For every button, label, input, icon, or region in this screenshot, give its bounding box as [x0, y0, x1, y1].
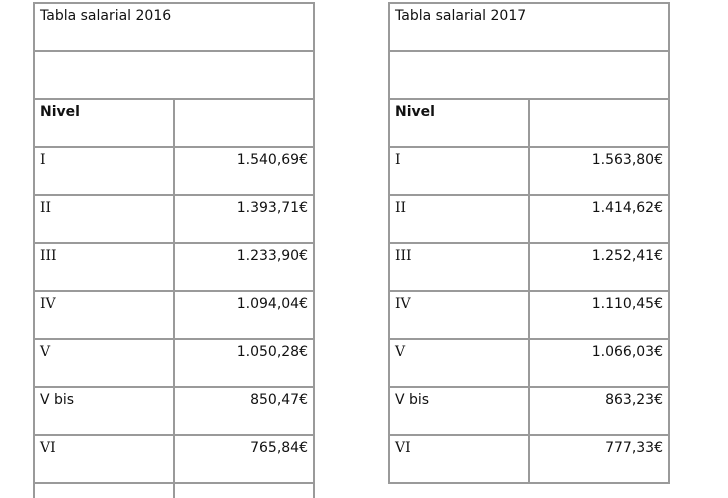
table-row: IV 1.094,04€ [33, 290, 315, 340]
header-row: Nivel [33, 98, 315, 148]
level-cell: I [33, 146, 175, 196]
level-cell: II [388, 194, 530, 244]
salary-table-2016: Tabla salarial 2016 Nivel I 1.540,69€ II 1.39… [33, 2, 315, 498]
level-cell: I [388, 146, 530, 196]
level-cell: IV [33, 290, 175, 340]
table-title: Tabla salarial 2017 [388, 2, 670, 52]
salary-cell: 863,23€ [528, 386, 670, 436]
header-row: Nivel [388, 98, 670, 148]
salary-cell: 1.094,04€ [173, 290, 315, 340]
level-cell: IV [388, 290, 530, 340]
table-row: VI 765,84€ [33, 434, 315, 484]
salary-cell: 850,47€ [173, 386, 315, 436]
salary-cell: 1.066,03€ [528, 338, 670, 388]
table-row: IV 1.110,45€ [388, 290, 670, 340]
title-row: Tabla salarial 2017 [388, 2, 670, 52]
level-cell: II [33, 194, 175, 244]
level-cell: V [33, 338, 175, 388]
header-empty [528, 98, 670, 148]
table-row: V 1.066,03€ [388, 338, 670, 388]
empty-row [388, 50, 670, 100]
salary-table-2017: Tabla salarial 2017 Nivel I 1.563,80€ II 1.41… [388, 2, 670, 484]
table-title: Tabla salarial 2016 [33, 2, 315, 52]
table-row: I 1.563,80€ [388, 146, 670, 196]
salary-cell: 1.252,41€ [528, 242, 670, 292]
table-row: VI 777,33€ [388, 434, 670, 484]
header-nivel: Nivel [388, 98, 530, 148]
salary-cell: 1.540,69€ [173, 146, 315, 196]
table-row: V 1.050,28€ [33, 338, 315, 388]
salary-cell: 1.414,62€ [528, 194, 670, 244]
continued-cell [173, 482, 315, 498]
table-row: V bis 863,23€ [388, 386, 670, 436]
empty-cell [33, 50, 315, 100]
level-cell: VI [388, 434, 530, 484]
salary-cell: 1.393,71€ [173, 194, 315, 244]
salary-cell: 1.110,45€ [528, 290, 670, 340]
level-cell: V bis [33, 386, 175, 436]
header-empty [173, 98, 315, 148]
level-cell: V bis [388, 386, 530, 436]
table-row: I 1.540,69€ [33, 146, 315, 196]
table-row: II 1.393,71€ [33, 194, 315, 244]
table-row: III 1.252,41€ [388, 242, 670, 292]
salary-cell: 1.050,28€ [173, 338, 315, 388]
continued-cell [33, 482, 175, 498]
continued-row [33, 482, 315, 498]
empty-row [33, 50, 315, 100]
level-cell: III [33, 242, 175, 292]
level-cell: VI [33, 434, 175, 484]
table-row: II 1.414,62€ [388, 194, 670, 244]
salary-cell: 1.233,90€ [173, 242, 315, 292]
table-row: III 1.233,90€ [33, 242, 315, 292]
salary-cell: 777,33€ [528, 434, 670, 484]
salary-cell: 765,84€ [173, 434, 315, 484]
level-cell: V [388, 338, 530, 388]
level-cell: III [388, 242, 530, 292]
title-row: Tabla salarial 2016 [33, 2, 315, 52]
table-row: V bis 850,47€ [33, 386, 315, 436]
header-nivel: Nivel [33, 98, 175, 148]
salary-cell: 1.563,80€ [528, 146, 670, 196]
empty-cell [388, 50, 670, 100]
